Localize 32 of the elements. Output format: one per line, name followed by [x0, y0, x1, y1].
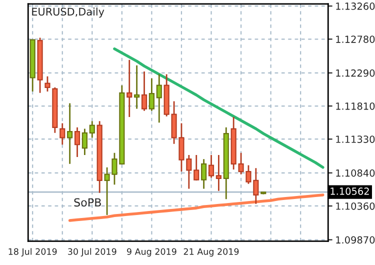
candlestick: [82, 128, 88, 156]
candlestick: [44, 76, 50, 92]
x-tick-label: 9 Aug 2019: [127, 248, 176, 257]
candlestick: [194, 154, 200, 182]
y-tick-label: 1.11810: [336, 102, 375, 110]
candlestick: [201, 158, 207, 190]
y-tick-label: 1.10840: [336, 169, 375, 177]
candlestick: [60, 122, 66, 146]
candlestick: [216, 154, 222, 192]
ref-line-label: 1.10562: [330, 188, 369, 195]
candlestick: [126, 59, 132, 118]
candlestick: [67, 102, 73, 165]
candlestick: [156, 74, 162, 124]
candlestick: [134, 64, 140, 110]
candlestick: [89, 120, 95, 138]
y-tick-label: 1.12780: [336, 36, 375, 43]
candlestick: [148, 78, 154, 112]
y-tick-label: 1.10360: [336, 202, 375, 210]
y-tick-label: 1.09870: [336, 236, 375, 244]
annotation: SoPB: [74, 198, 101, 207]
y-tick-label: 1.11330: [336, 136, 375, 143]
y-tick-label: 1.12290: [336, 69, 375, 77]
x-tick-label: 30 Jul 2019: [68, 248, 116, 256]
chart-title: EURUSD,Daily: [32, 8, 104, 18]
x-tick-label: 18 Jul 2019: [8, 248, 57, 256]
candlestick: [74, 126, 80, 158]
x-tick-label: 21 Aug 2019: [184, 248, 239, 257]
y-tick-label: 1.13260: [336, 2, 375, 10]
line-series: [68, 194, 324, 222]
line-series: [113, 47, 324, 169]
candlestick: [208, 154, 214, 178]
candlestick: [141, 70, 148, 112]
